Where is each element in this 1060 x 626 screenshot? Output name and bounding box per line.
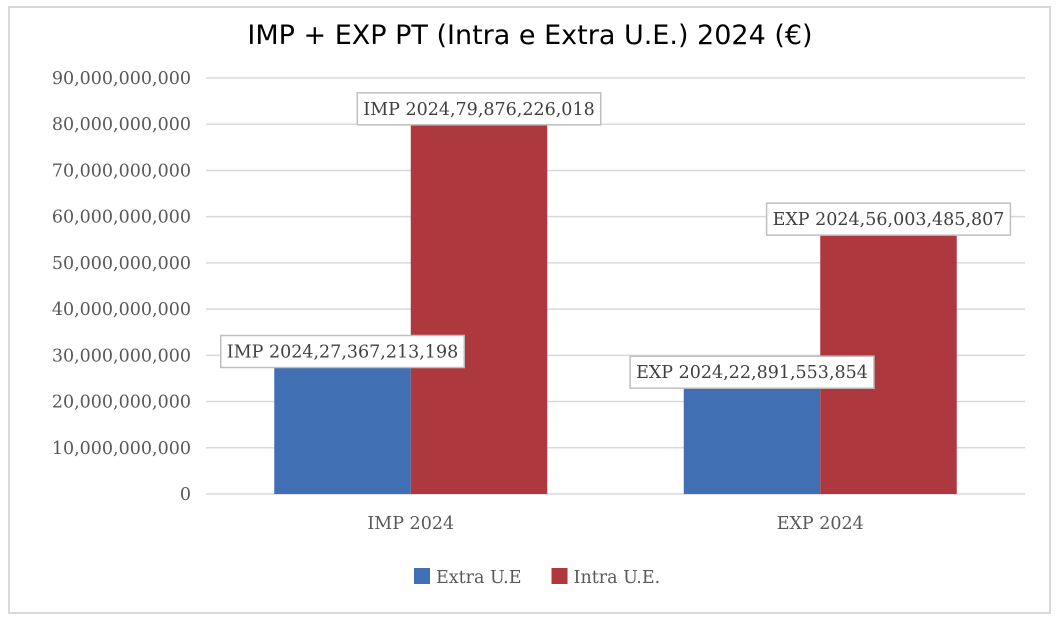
x-tick-label: EXP 2024 — [777, 514, 864, 534]
y-tick-label: 90,000,000,000 — [52, 69, 191, 89]
legend: Extra U.E Intra U.E. — [414, 568, 660, 588]
data-label-text: EXP 2024,56,003,485,807 — [773, 210, 1005, 230]
data-label: EXP 2024,22,891,553,854 — [629, 355, 875, 389]
y-tick-label: 40,000,000,000 — [52, 300, 191, 320]
y-tick-label: 60,000,000,000 — [52, 208, 191, 228]
chart-title: IMP + EXP PT (Intra e Extra U.E.) 2024 (… — [247, 20, 812, 51]
y-tick-label: 50,000,000,000 — [52, 254, 191, 274]
bar-intra-u-e--0 — [410, 124, 548, 494]
data-label: IMP 2024,27,367,213,198 — [220, 334, 465, 369]
x-tick-label: IMP 2024 — [367, 514, 454, 534]
bar-extra-u-e-1 — [683, 388, 821, 494]
data-label-text: IMP 2024,27,367,213,198 — [227, 343, 458, 363]
legend-label: Extra U.E — [436, 568, 522, 588]
data-label-box — [765, 202, 1012, 236]
data-label: EXP 2024,56,003,485,807 — [765, 202, 1012, 236]
y-tick-label: 70,000,000,000 — [52, 161, 191, 181]
data-label: IMP 2024,79,876,226,018 — [356, 92, 602, 126]
y-tick-label: 20,000,000,000 — [52, 393, 191, 413]
y-tick-label: 0 — [180, 485, 191, 505]
data-labels: IMP 2024,27,367,213,198 IMP 2024,79,876,2… — [220, 92, 1012, 389]
data-label-box — [629, 355, 875, 389]
data-label-box — [356, 92, 602, 126]
x-axis: IMP 2024 EXP 2024 — [367, 514, 863, 534]
legend-swatch — [551, 568, 568, 584]
legend-swatch — [414, 568, 430, 584]
data-label-text: EXP 2024,22,891,553,854 — [636, 363, 868, 383]
y-tick-label: 80,000,000,000 — [52, 115, 191, 135]
y-tick-label: 30,000,000,000 — [52, 346, 191, 366]
legend-label: Intra U.E. — [574, 568, 661, 588]
bar-extra-u-e-0 — [274, 367, 411, 494]
y-axis: 0 10,000,000,000 20,000,000,000 30,000,000,… — [52, 69, 191, 505]
data-label-text: IMP 2024,79,876,226,018 — [363, 100, 594, 120]
data-label-box — [220, 334, 465, 369]
bars — [274, 124, 957, 494]
y-tick-label: 10,000,000,000 — [52, 439, 191, 459]
